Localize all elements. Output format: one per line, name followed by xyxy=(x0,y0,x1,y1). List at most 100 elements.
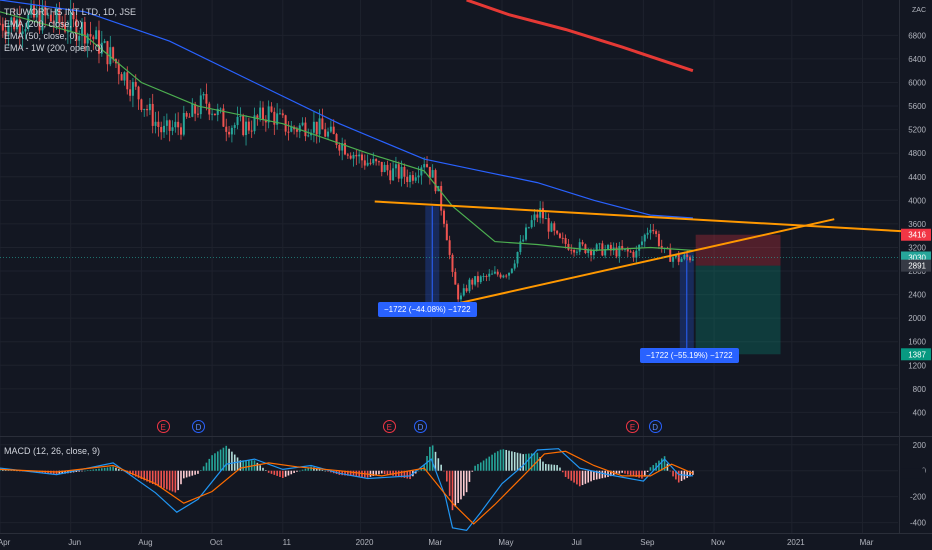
macd-bar xyxy=(677,470,680,483)
macd-bar xyxy=(406,470,409,479)
macd-bar xyxy=(522,454,524,471)
candle-body xyxy=(380,161,383,172)
macd-bar xyxy=(228,448,230,471)
macd-bar xyxy=(581,470,584,486)
macd-bar xyxy=(259,465,261,471)
candle-body xyxy=(575,251,578,253)
macd-bar xyxy=(89,469,92,471)
macd-bar xyxy=(485,458,488,471)
macd-bar xyxy=(197,470,199,474)
macd-bar xyxy=(78,470,80,472)
candle-body xyxy=(426,164,429,167)
candle-body xyxy=(143,109,146,111)
macd-bar xyxy=(375,470,377,476)
earnings-event-icon[interactable]: E xyxy=(626,420,640,433)
candle-body xyxy=(188,116,191,118)
legend-symbol[interactable]: TRUWORTHS INT LTD, 1D, JSE xyxy=(4,7,137,17)
macd-bar xyxy=(553,464,556,471)
macd-bar xyxy=(191,470,194,476)
candle-body xyxy=(564,238,567,244)
dividend-event-icon[interactable]: D xyxy=(191,420,205,433)
candle-body xyxy=(191,103,194,117)
candle-body xyxy=(406,176,409,182)
candle-body xyxy=(691,259,694,261)
candle-body xyxy=(95,30,98,40)
candle-body xyxy=(27,14,30,30)
candle-body xyxy=(75,19,78,41)
macd-bar xyxy=(276,470,278,476)
macd-bar xyxy=(675,470,677,480)
candle-body xyxy=(655,231,658,234)
macd-bar xyxy=(202,466,205,471)
candle-body xyxy=(32,5,35,18)
legend-ema200[interactable]: EMA (200, close, 0) xyxy=(4,19,83,29)
price-tick-label: 3200 xyxy=(908,243,926,252)
legend-ema50[interactable]: EMA (50, close, 0) xyxy=(4,31,78,41)
macd-bar xyxy=(120,470,123,471)
candle-body xyxy=(267,106,270,123)
candle-body xyxy=(573,249,576,253)
macd-bar xyxy=(629,470,632,476)
macd-bar xyxy=(168,470,171,491)
macd-bar xyxy=(632,470,635,477)
macd-bar xyxy=(231,451,233,471)
earnings-event-icon[interactable]: E xyxy=(382,420,396,433)
price-tick-label: 4800 xyxy=(908,149,926,158)
macd-bar xyxy=(81,470,83,472)
macd-bar xyxy=(431,445,434,471)
macd-bar xyxy=(163,470,165,489)
macd-legend[interactable]: MACD (12, 26, close, 9) xyxy=(4,446,101,456)
candle-body xyxy=(629,251,632,253)
macd-bar xyxy=(494,452,496,471)
candle-body xyxy=(646,232,649,235)
candle-body xyxy=(327,131,330,137)
macd-bar xyxy=(635,470,638,477)
macd-bar xyxy=(245,460,247,471)
macd-bar xyxy=(598,470,601,479)
price-tick-label: 6400 xyxy=(908,55,926,64)
candle-body xyxy=(366,162,369,166)
candle-body xyxy=(615,247,618,257)
currency-label: ZAC xyxy=(912,7,926,14)
candle-body xyxy=(550,223,553,232)
candle-body xyxy=(581,242,584,245)
macd-bar xyxy=(214,453,216,471)
macd-bar xyxy=(624,470,626,474)
macd-bar xyxy=(183,470,185,479)
macd-bar xyxy=(140,470,143,480)
candle-body xyxy=(270,106,273,112)
candle-body xyxy=(561,237,564,239)
candle-body xyxy=(177,121,180,128)
macd-bar xyxy=(479,462,482,471)
macd-bar xyxy=(157,470,160,487)
macd-bar xyxy=(273,470,276,475)
macd-bar xyxy=(293,470,295,474)
candle-body xyxy=(185,113,188,117)
macd-bar xyxy=(248,460,250,471)
macd-bar xyxy=(578,470,581,487)
macd-bar xyxy=(287,470,290,476)
candle-body xyxy=(148,103,151,111)
candle-body xyxy=(228,131,231,135)
macd-bar xyxy=(115,467,117,471)
macd-bar xyxy=(576,470,578,485)
candle-body xyxy=(7,24,10,35)
macd-bar xyxy=(513,452,516,471)
measure-callout-left: −1722 (−44.08%) −1722 xyxy=(378,302,477,317)
candle-body xyxy=(120,74,123,81)
candle-body xyxy=(64,24,67,32)
macd-bar xyxy=(508,450,510,471)
dividend-event-icon[interactable]: D xyxy=(413,420,427,433)
candle-body xyxy=(488,273,491,277)
macd-bar xyxy=(242,460,245,471)
macd-bar xyxy=(208,458,211,471)
macd-bar xyxy=(587,470,590,483)
candle-body xyxy=(414,177,417,181)
earnings-event-icon[interactable]: E xyxy=(156,420,170,433)
legend-ema-weekly[interactable]: EMA - 1W (200, open, 0) xyxy=(4,43,104,53)
macd-bar xyxy=(672,470,674,477)
dividend-event-icon[interactable]: D xyxy=(648,420,662,433)
